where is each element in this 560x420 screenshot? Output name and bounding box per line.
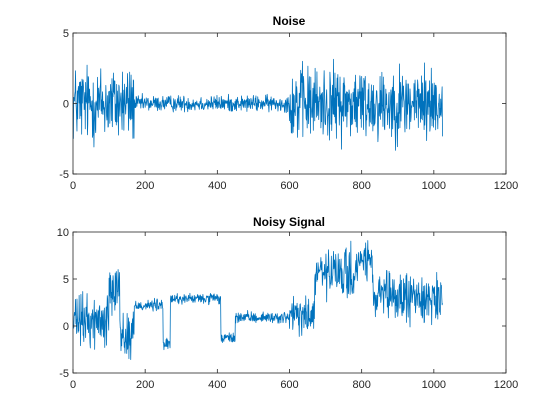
x-tick-label: 200	[136, 180, 154, 192]
x-tick-label: 0	[70, 180, 76, 192]
x-tick-label: 200	[136, 379, 154, 391]
axes-box	[72, 231, 507, 374]
noise-chart-title: Noise	[273, 14, 306, 28]
y-tick-label: -5	[59, 368, 69, 380]
x-tick-label: 400	[208, 379, 226, 391]
series-line	[72, 58, 443, 151]
y-tick-label: 10	[57, 227, 69, 239]
noise-axes: Noise 0 200 400 600 800 1000 1200-505	[59, 14, 518, 192]
x-tick-label: 1000	[422, 379, 446, 391]
x-tick-label: 1200	[494, 180, 518, 192]
x-tick-label: 0	[70, 379, 76, 391]
y-tick-label: 5	[63, 28, 69, 40]
x-tick-label: 800	[352, 180, 370, 192]
y-tick-label: 0	[63, 99, 69, 111]
y-tick-label: -5	[59, 169, 69, 181]
y-tick-label: 0	[63, 321, 69, 333]
x-tick-label: 800	[352, 379, 370, 391]
x-tick-label: 600	[280, 180, 298, 192]
x-tick-label: 1000	[422, 180, 446, 192]
noisy-signal-chart-title: Noisy Signal	[253, 215, 325, 229]
x-tick-label: 400	[208, 180, 226, 192]
series-line	[72, 240, 443, 361]
y-tick-label: 5	[63, 274, 69, 286]
x-tick-label: 1200	[494, 379, 518, 391]
x-tick-label: 600	[280, 379, 298, 391]
